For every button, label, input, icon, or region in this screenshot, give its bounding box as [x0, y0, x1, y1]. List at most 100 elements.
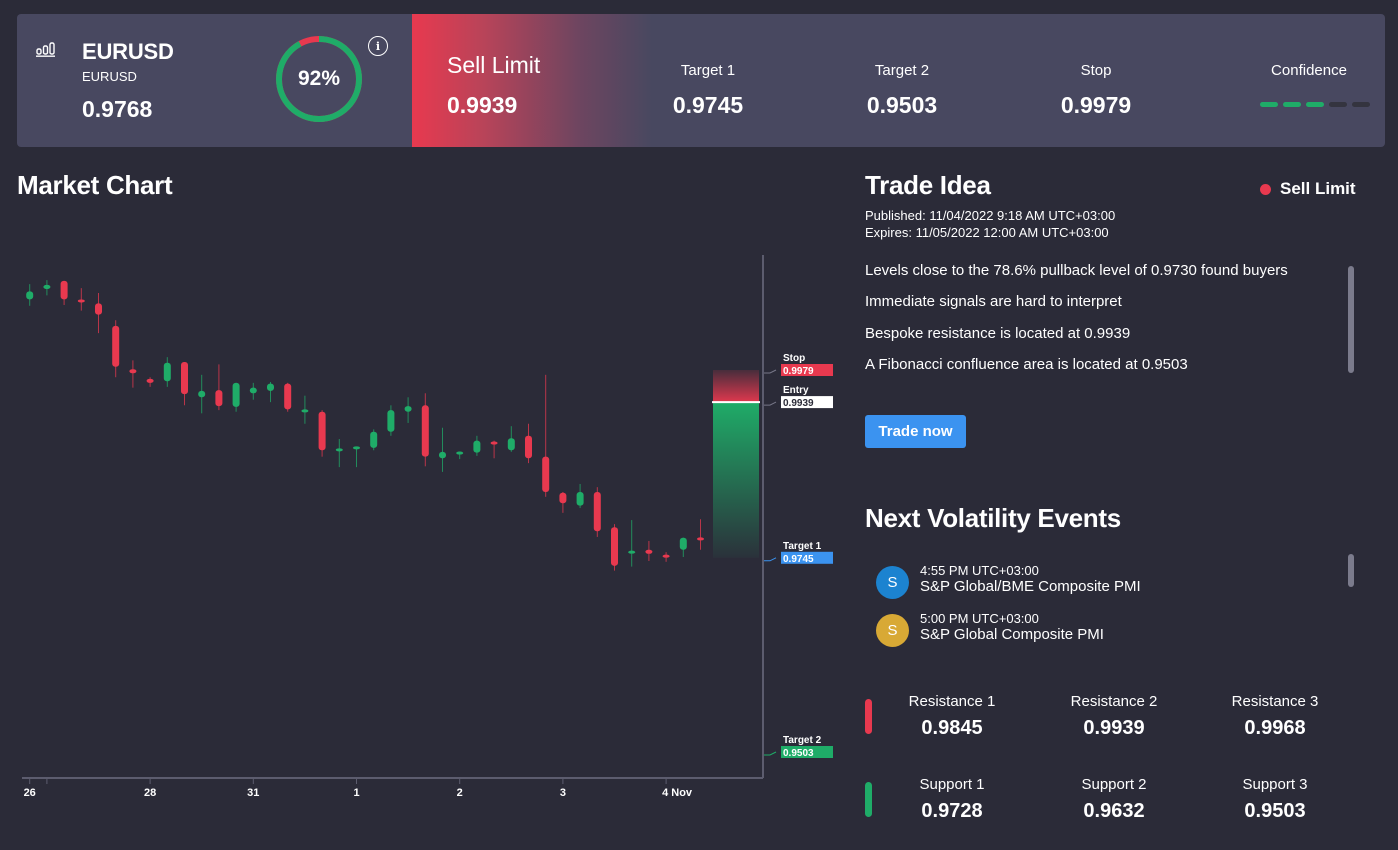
support-indicator: [865, 782, 872, 817]
gauge-progress-arc: [276, 36, 362, 122]
level-label: Support 1: [919, 776, 985, 793]
candle: [215, 364, 223, 411]
metric-target-1: Target 1 0.9745: [638, 14, 778, 147]
instrument-subtitle: EURUSD: [82, 69, 137, 84]
entry-price: 0.9939: [447, 92, 518, 118]
candlestick-chart[interactable]: 26 28 31 1 2 3 4 Nov Stop 0.9979 Entry 0.9939 Targe…: [0, 0, 860, 820]
resistance-2: Resistance 2 0.9939: [1034, 693, 1194, 740]
event-name: S&P Global/BME Composite PMI: [920, 578, 1141, 595]
svg-text:Stop: Stop: [783, 353, 805, 364]
candle: [163, 357, 171, 387]
success-rate-gauge: [276, 36, 362, 122]
market-chart-title: Market Chart: [17, 170, 173, 200]
svg-text:Target 2: Target 2: [783, 735, 822, 746]
idea-point: Bespoke resistance is located at 0.9939: [865, 324, 1131, 342]
candle: [43, 280, 51, 296]
trade-idea-points: Levels close to the 78.6% pullback level…: [865, 262, 1335, 387]
svg-text:2: 2: [457, 787, 463, 799]
event-source-avatar: S: [876, 566, 909, 599]
svg-text:26: 26: [24, 787, 36, 799]
instrument-name: EURUSD: [82, 39, 174, 64]
candle: [697, 519, 704, 550]
signal-type: Sell Limit: [447, 52, 541, 78]
svg-text:1: 1: [353, 787, 359, 799]
confidence-segment: [1283, 102, 1301, 107]
svg-text:0.9745: 0.9745: [783, 554, 814, 565]
candle: [576, 483, 584, 509]
profit-zone: [713, 402, 759, 558]
level-value: 0.9728: [921, 800, 983, 822]
candle: [507, 426, 515, 452]
candle: [249, 382, 257, 400]
trade-idea-scrollbar[interactable]: [1348, 266, 1354, 373]
candle: [679, 537, 687, 557]
level-value: 0.9632: [1083, 800, 1145, 822]
level-label: Resistance 1: [908, 693, 996, 710]
signal-badge: Sell Limit: [1260, 179, 1356, 199]
svg-text:Entry: Entry: [783, 385, 809, 396]
idea-point: A Fibonacci confluence area is located a…: [865, 355, 1188, 373]
svg-text:0.9503: 0.9503: [783, 748, 814, 759]
confidence-segment: [1329, 102, 1347, 107]
candle: [404, 397, 412, 423]
candle: [490, 440, 498, 459]
support-3: Support 3 0.9503: [1195, 776, 1355, 823]
event-time: 4:55 PM UTC+03:00: [920, 563, 1039, 578]
candle: [60, 280, 68, 305]
support-1: Support 1 0.9728: [872, 776, 1032, 823]
resistance-3: Resistance 3 0.9968: [1195, 693, 1355, 740]
metric-target-2: Target 2 0.9503: [832, 14, 972, 147]
svg-text:31: 31: [247, 787, 259, 799]
level-label: Resistance 3: [1231, 693, 1319, 710]
confidence-meter: [1260, 102, 1370, 107]
candle: [353, 446, 360, 468]
candle: [628, 520, 636, 567]
level-value: 0.9968: [1244, 717, 1306, 739]
signal-summary-bar: EURUSD EURUSD 0.9768 92% i Sell Limit 0.…: [17, 14, 1385, 147]
metric-value: 0.9745: [672, 92, 744, 118]
metric-value: 0.9979: [1060, 92, 1132, 118]
candle: [301, 395, 309, 424]
candle: [387, 405, 395, 436]
candle: [611, 524, 618, 571]
level-label: Support 2: [1081, 776, 1147, 793]
bar-chart-icon: [36, 42, 55, 57]
svg-text:28: 28: [144, 787, 156, 799]
candle: [232, 382, 240, 412]
events-scrollbar[interactable]: [1348, 554, 1354, 587]
confidence-segment: [1260, 102, 1278, 107]
signal-type-block: Sell Limit 0.9939: [412, 14, 652, 147]
candle: [662, 552, 670, 562]
trade-now-button[interactable]: Trade now: [865, 415, 966, 448]
candle: [593, 487, 601, 537]
svg-text:Target 1: Target 1: [783, 541, 822, 552]
level-marker-stop: Stop 0.9979: [764, 353, 833, 377]
metric-label: Target 2: [874, 62, 930, 79]
candle: [95, 292, 102, 334]
event-source-avatar: S: [876, 614, 909, 647]
svg-text:0.9979: 0.9979: [783, 366, 814, 377]
confidence-label: Confidence: [1271, 62, 1347, 79]
candle: [77, 288, 85, 311]
confidence-segment: [1306, 102, 1324, 107]
event-name: S&P Global Composite PMI: [920, 626, 1104, 643]
trade-idea-title: Trade Idea: [865, 170, 991, 200]
metric-stop: Stop 0.9979: [1026, 14, 1166, 147]
candle: [284, 382, 292, 412]
volatility-events-title: Next Volatility Events: [865, 503, 1121, 533]
level-marker-target-1: Target 1 0.9745: [764, 541, 833, 565]
event-time: 5:00 PM UTC+03:00: [920, 611, 1039, 626]
svg-text:0.9939: 0.9939: [783, 398, 814, 409]
level-marker-target-2: Target 2 0.9503: [764, 735, 833, 759]
candle: [456, 451, 464, 460]
idea-point: Levels close to the 78.6% pullback level…: [865, 262, 1288, 279]
candle: [525, 423, 532, 464]
candle: [439, 427, 446, 472]
metric-label: Target 1: [680, 62, 736, 79]
level-value: 0.9845: [921, 717, 983, 739]
info-icon[interactable]: i: [368, 36, 388, 56]
level-value: 0.9939: [1083, 717, 1145, 739]
sell-dot-icon: [1260, 183, 1271, 195]
confidence-segment: [1352, 102, 1370, 107]
candle: [181, 361, 188, 406]
